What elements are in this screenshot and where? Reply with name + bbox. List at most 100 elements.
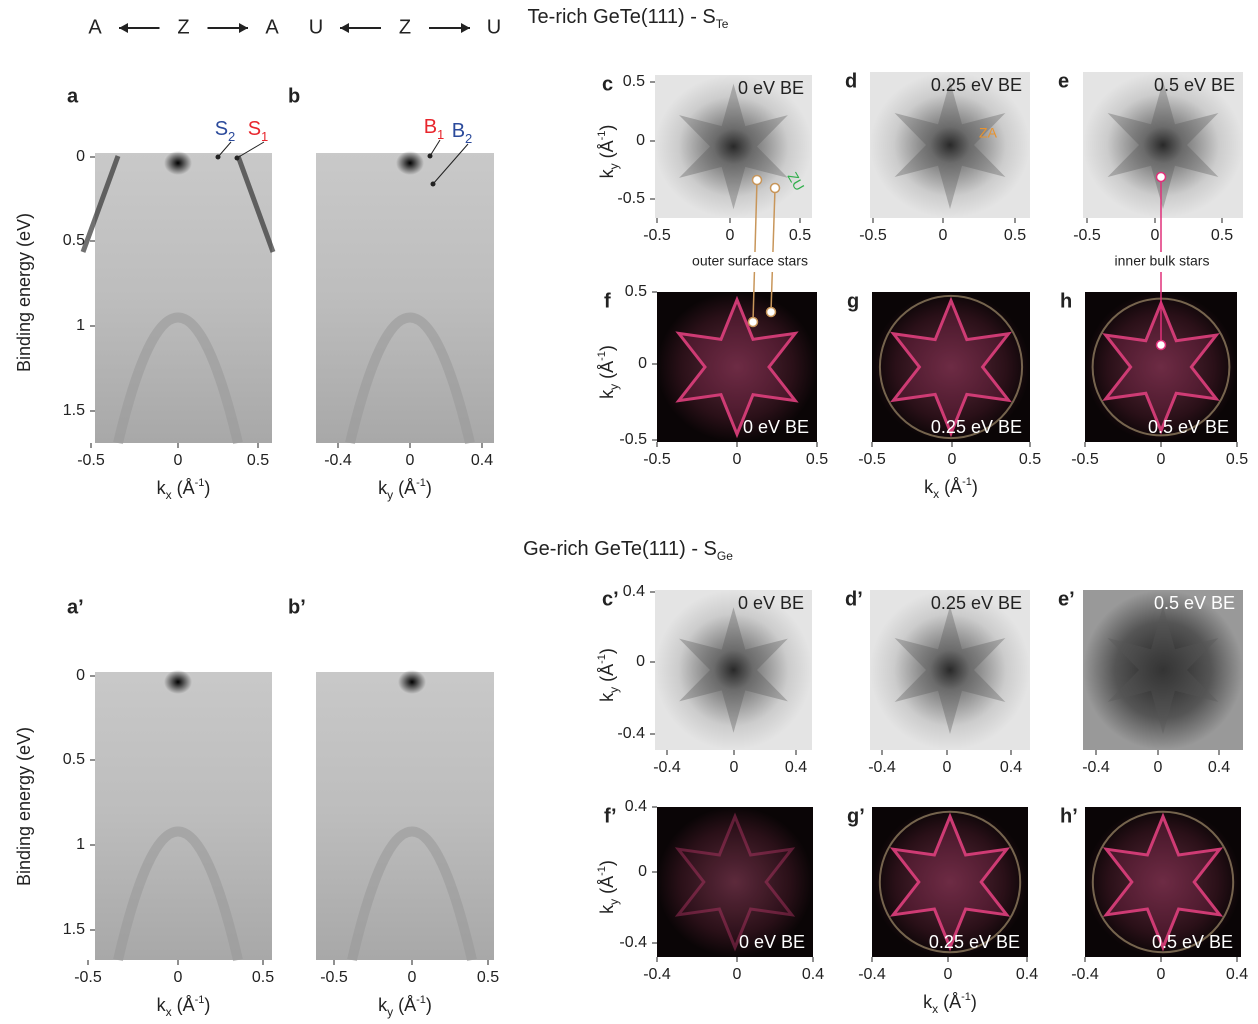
band-top xyxy=(398,670,426,694)
marker-dot xyxy=(234,155,240,161)
title-sub: Ge xyxy=(717,549,733,563)
x-tick-label: 0.5 xyxy=(1004,227,1026,244)
label-part: y xyxy=(607,384,621,390)
x-tick-label: 0.5 xyxy=(1019,451,1041,468)
label-part: ) xyxy=(597,860,617,866)
label-part: ) xyxy=(204,478,210,498)
label-part: (Å xyxy=(393,995,416,1015)
energy-label: 0 eV BE xyxy=(738,78,804,98)
y-tick-label: 0.4 xyxy=(625,798,647,815)
marker-sub: 2 xyxy=(465,131,472,146)
y-tick-label: 0.5 xyxy=(623,73,645,90)
callout-text: inner bulk stars xyxy=(1115,253,1210,269)
star xyxy=(1102,812,1224,952)
x-tick-label: 0 xyxy=(726,227,735,244)
label-part: y xyxy=(607,899,621,905)
panel-label: a’ xyxy=(67,596,84,618)
marker-dot xyxy=(215,154,221,160)
label-part: k xyxy=(157,995,167,1015)
label-part: x xyxy=(166,1005,172,1019)
x-tick-label: 0 xyxy=(730,759,739,776)
x-tick-label: -0.5 xyxy=(1071,451,1099,468)
marker-base: S xyxy=(248,118,261,140)
y-tick-label: 0.4 xyxy=(623,583,645,600)
x-tick-label: 0.5 xyxy=(1211,227,1233,244)
marker-base: S xyxy=(215,118,228,140)
x-tick-label: -0.5 xyxy=(1073,227,1101,244)
label-part: (Å xyxy=(938,992,961,1012)
x-tick-label: -0.4 xyxy=(643,966,671,983)
x-tick-label: 0.4 xyxy=(1208,759,1230,776)
y-tick-label: -0.4 xyxy=(619,934,647,951)
energy-label: 0.5 eV BE xyxy=(1154,593,1235,613)
marker-sub: 1 xyxy=(261,129,268,144)
y-tick-label: 0 xyxy=(638,863,647,880)
label-part: x xyxy=(166,488,172,502)
note: ZA xyxy=(979,125,998,141)
band xyxy=(113,312,243,445)
callout-text: outer surface stars xyxy=(692,253,808,269)
panel-label: d xyxy=(845,70,857,92)
panel-label: a xyxy=(67,85,79,107)
star xyxy=(890,296,1012,438)
x-tick-label: 0 xyxy=(1157,451,1166,468)
fermi-map xyxy=(655,590,812,750)
ring xyxy=(878,810,1022,954)
x-tick-label: -0.5 xyxy=(858,451,886,468)
x-tick-label: 0 xyxy=(1151,227,1160,244)
y-tick-label: 0 xyxy=(636,132,645,149)
x-tick-label: -0.4 xyxy=(324,452,352,469)
panel-label: b xyxy=(288,85,300,107)
label-part: ) xyxy=(426,995,432,1015)
label-part: k xyxy=(378,995,388,1015)
y-tick-label: 0 xyxy=(636,653,645,670)
panel-label: g xyxy=(847,290,859,312)
arpes-cut xyxy=(316,663,494,960)
direction-label: Z xyxy=(177,16,189,38)
y-tick-label: 0 xyxy=(76,148,85,165)
x-tick-label: 0 xyxy=(406,452,415,469)
label-part: k xyxy=(157,478,167,498)
direction-label: A xyxy=(88,16,102,38)
x-tick-label: 0.5 xyxy=(1226,451,1248,468)
label-part: (Å xyxy=(597,361,617,384)
direction-label: Z xyxy=(399,16,411,38)
panel-label: f xyxy=(604,290,611,312)
fermi-map xyxy=(870,72,1030,218)
y-tick-label: 1.5 xyxy=(63,921,85,938)
x-tick-label: -0.5 xyxy=(320,969,348,986)
energy-label: 0 eV BE xyxy=(738,593,804,613)
band-top xyxy=(396,151,424,175)
label-part: -1 xyxy=(596,131,608,141)
arrow-head xyxy=(119,23,128,33)
star xyxy=(894,81,1006,209)
x-tick-label: 0.4 xyxy=(471,452,493,469)
marker-base: B xyxy=(452,120,465,142)
x-tick-label: 0 xyxy=(939,227,948,244)
x-tick-label: -0.5 xyxy=(74,969,102,986)
label-part: k xyxy=(597,904,617,914)
x-tick-label: 0.5 xyxy=(789,227,811,244)
x-tick-label: 0.5 xyxy=(477,969,499,986)
marker-text: S1 xyxy=(248,118,269,144)
x-tick-label: 0 xyxy=(1154,759,1163,776)
y-tick-label: 0.5 xyxy=(63,751,85,768)
star xyxy=(1107,606,1219,734)
y-tick-label: -0.5 xyxy=(617,190,645,207)
y-tick-label: 0 xyxy=(638,355,647,372)
fermi-map xyxy=(657,807,813,957)
callout-dot xyxy=(769,182,781,194)
band-top xyxy=(164,670,192,694)
panel-label: d’ xyxy=(845,588,863,610)
x-tick-label: -0.4 xyxy=(1071,966,1099,983)
star xyxy=(894,606,1006,734)
label-part: (Å xyxy=(597,876,617,899)
x-tick-label: 0 xyxy=(733,966,742,983)
x-tick-label: 0 xyxy=(408,969,417,986)
marker-text: B1 xyxy=(424,116,445,142)
x-tick-label: 0 xyxy=(948,451,957,468)
ring xyxy=(1091,810,1235,954)
label-part: k xyxy=(597,389,617,399)
x-tick-label: 0.4 xyxy=(802,966,824,983)
panel-label: f’ xyxy=(604,805,617,827)
